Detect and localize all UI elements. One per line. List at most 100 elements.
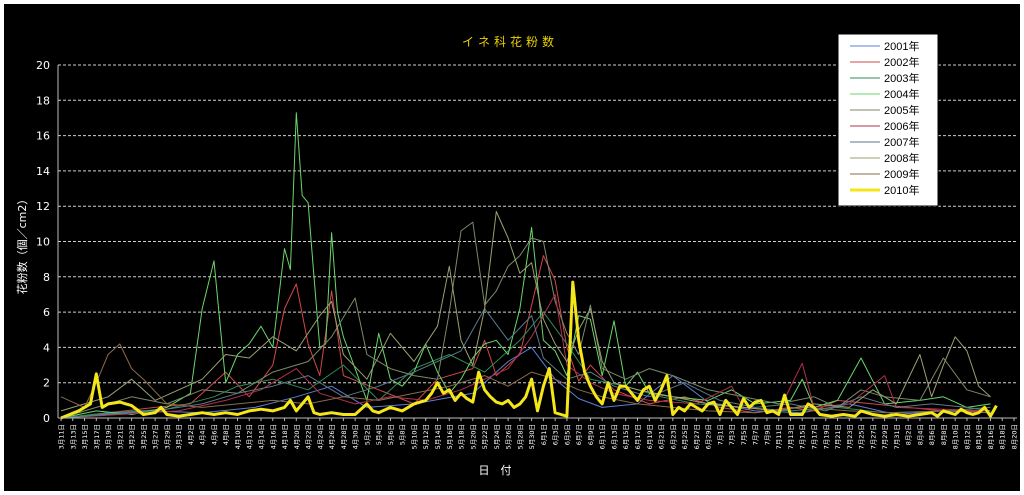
- x-tick-label: 3月29日: [163, 424, 171, 449]
- x-tick-label: 4月30日: [352, 424, 360, 449]
- x-tick-label: 4月28日: [340, 424, 348, 449]
- x-tick-label: 8月8日: [940, 424, 948, 445]
- x-tick-label: 5月22日: [481, 424, 489, 449]
- x-tick-label: 6月5日: [563, 424, 571, 445]
- x-tick-label: 7月19日: [822, 424, 830, 449]
- legend-label: 2009年: [884, 167, 919, 181]
- x-tick-label: 7月1日: [716, 424, 724, 445]
- x-tick-label: 6月11日: [599, 424, 607, 449]
- x-tick-label: 8月10日: [952, 424, 960, 449]
- legend-label: 2006年: [884, 119, 919, 133]
- x-tick-label: 4月10日: [234, 424, 242, 449]
- chart-title: イネ科花粉数: [462, 34, 558, 49]
- legend-label: 2003年: [884, 71, 919, 85]
- y-tick-label: 12: [36, 200, 50, 213]
- y-tick-label: 8: [43, 271, 50, 284]
- x-tick-label: 4月26日: [328, 424, 336, 449]
- x-tick-label: 3月23日: [128, 424, 136, 449]
- y-tick-label: 14: [36, 165, 50, 178]
- x-tick-label: 4月14日: [258, 424, 266, 449]
- x-tick-label: 5月18日: [458, 424, 466, 449]
- x-tick-label: 6月1日: [540, 424, 548, 445]
- x-tick-label: 3月21日: [116, 424, 124, 449]
- x-tick-label: 6月27日: [693, 424, 701, 449]
- y-tick-label: 4: [43, 341, 50, 354]
- x-tick-label: 5月30日: [528, 424, 536, 449]
- legend-label: 2005年: [884, 103, 919, 117]
- x-tick-label: 5月2日: [363, 424, 371, 445]
- x-tick-label: 7月9日: [763, 424, 771, 445]
- x-tick-label: 3月27日: [152, 424, 160, 449]
- x-tick-label: 8月20日: [1011, 424, 1019, 449]
- x-tick-label: 5月16日: [446, 424, 454, 449]
- x-tick-label: 4月24日: [316, 424, 324, 449]
- x-tick-label: 5月26日: [505, 424, 513, 449]
- y-tick-label: 20: [36, 59, 50, 72]
- x-tick-label: 4月6日: [210, 424, 218, 445]
- x-tick-label: 4月8日: [222, 424, 230, 445]
- x-tick-label: 8月12日: [963, 424, 971, 449]
- pollen-line-chart: イネ科花粉数 0 2 4 6 8 10 12 14 16 18 20 3月11日 3月13日 3月15日…: [4, 4, 1020, 491]
- y-tick-label: 2: [43, 377, 50, 390]
- legend-box: [837, 33, 939, 207]
- y-axis-label: 花粉数（個／cm2）: [16, 194, 29, 295]
- x-axis-label: 日 付: [479, 464, 512, 477]
- x-tick-label: 6月21日: [658, 424, 666, 449]
- x-tick-label: 7月27日: [869, 424, 877, 449]
- x-tick-label: 7月7日: [752, 424, 760, 445]
- legend-label: 2002年: [884, 55, 919, 69]
- x-tick-label: 5月24日: [493, 424, 501, 449]
- series-line-2005年: [60, 221, 991, 419]
- x-tick-label: 3月17日: [93, 424, 101, 449]
- x-tick-label: 6月17日: [634, 424, 642, 449]
- x-tick-label: 3月15日: [81, 424, 89, 449]
- y-axis-ticks: 0 2 4 6 8 10 12 14 16 18 20: [36, 59, 50, 425]
- series-lines: [60, 112, 998, 420]
- legend-label: 2004年: [884, 87, 919, 101]
- series-line-2010年: [60, 280, 998, 420]
- x-tick-label: 5月4日: [375, 424, 383, 445]
- x-tick-label: 7月5日: [740, 424, 748, 445]
- legend-label: 2007年: [884, 135, 919, 149]
- x-tick-label: 5月14日: [434, 424, 442, 449]
- x-tick-label: 6月15日: [622, 424, 630, 449]
- y-tick-label: 18: [36, 94, 50, 107]
- x-tick-label: 8月16日: [987, 424, 995, 449]
- x-tick-label: 8月4日: [916, 424, 924, 445]
- x-tick-label: 6月25日: [681, 424, 689, 449]
- x-tick-label: 7月31日: [893, 424, 901, 449]
- x-tick-label: 4月18日: [281, 424, 289, 449]
- y-tick-label: 10: [36, 236, 50, 249]
- legend: 2001年 2002年 2003年 2004年 2005年 2006年 2007年 2008年…: [837, 33, 939, 207]
- x-axis-ticks: 3月11日 3月13日 3月15日 3月17日 3月19日 3月21日 3月23日 3月25日…: [58, 418, 1019, 449]
- x-tick-label: 6月19日: [646, 424, 654, 449]
- x-tick-label: 6月29日: [705, 424, 713, 449]
- x-tick-label: 7月21日: [834, 424, 842, 449]
- x-tick-label: 4月22日: [305, 424, 313, 449]
- x-tick-label: 6月7日: [575, 424, 583, 445]
- x-tick-label: 7月23日: [846, 424, 854, 449]
- x-tick-label: 5月20日: [469, 424, 477, 449]
- series-line-2009年: [60, 343, 991, 414]
- x-tick-label: 6月13日: [610, 424, 618, 449]
- x-tick-label: 3月25日: [140, 424, 148, 449]
- y-tick-label: 6: [43, 306, 50, 319]
- series-line-2007年: [60, 308, 991, 419]
- x-tick-label: 4月20日: [293, 424, 301, 449]
- x-tick-label: 3月31日: [175, 424, 183, 449]
- legend-label: 2008年: [884, 151, 919, 165]
- x-tick-label: 4月2日: [187, 424, 195, 445]
- chart-frame: イネ科花粉数 0 2 4 6 8 10 12 14 16 18 20 3月11日 3月13日 3月15日…: [4, 4, 1020, 491]
- y-tick-label: 0: [43, 412, 50, 425]
- x-tick-label: 5月6日: [387, 424, 395, 445]
- x-tick-label: 7月17日: [810, 424, 818, 449]
- x-tick-label: 4月16日: [269, 424, 277, 449]
- x-tick-label: 6月23日: [669, 424, 677, 449]
- x-tick-label: 3月13日: [69, 424, 77, 449]
- x-tick-label: 7月25日: [858, 424, 866, 449]
- x-tick-label: 8月18日: [999, 424, 1007, 449]
- series-line-2008年: [60, 211, 991, 412]
- series-line-2001年: [60, 346, 991, 419]
- x-tick-label: 4月4日: [199, 424, 207, 445]
- x-tick-label: 5月12日: [422, 424, 430, 449]
